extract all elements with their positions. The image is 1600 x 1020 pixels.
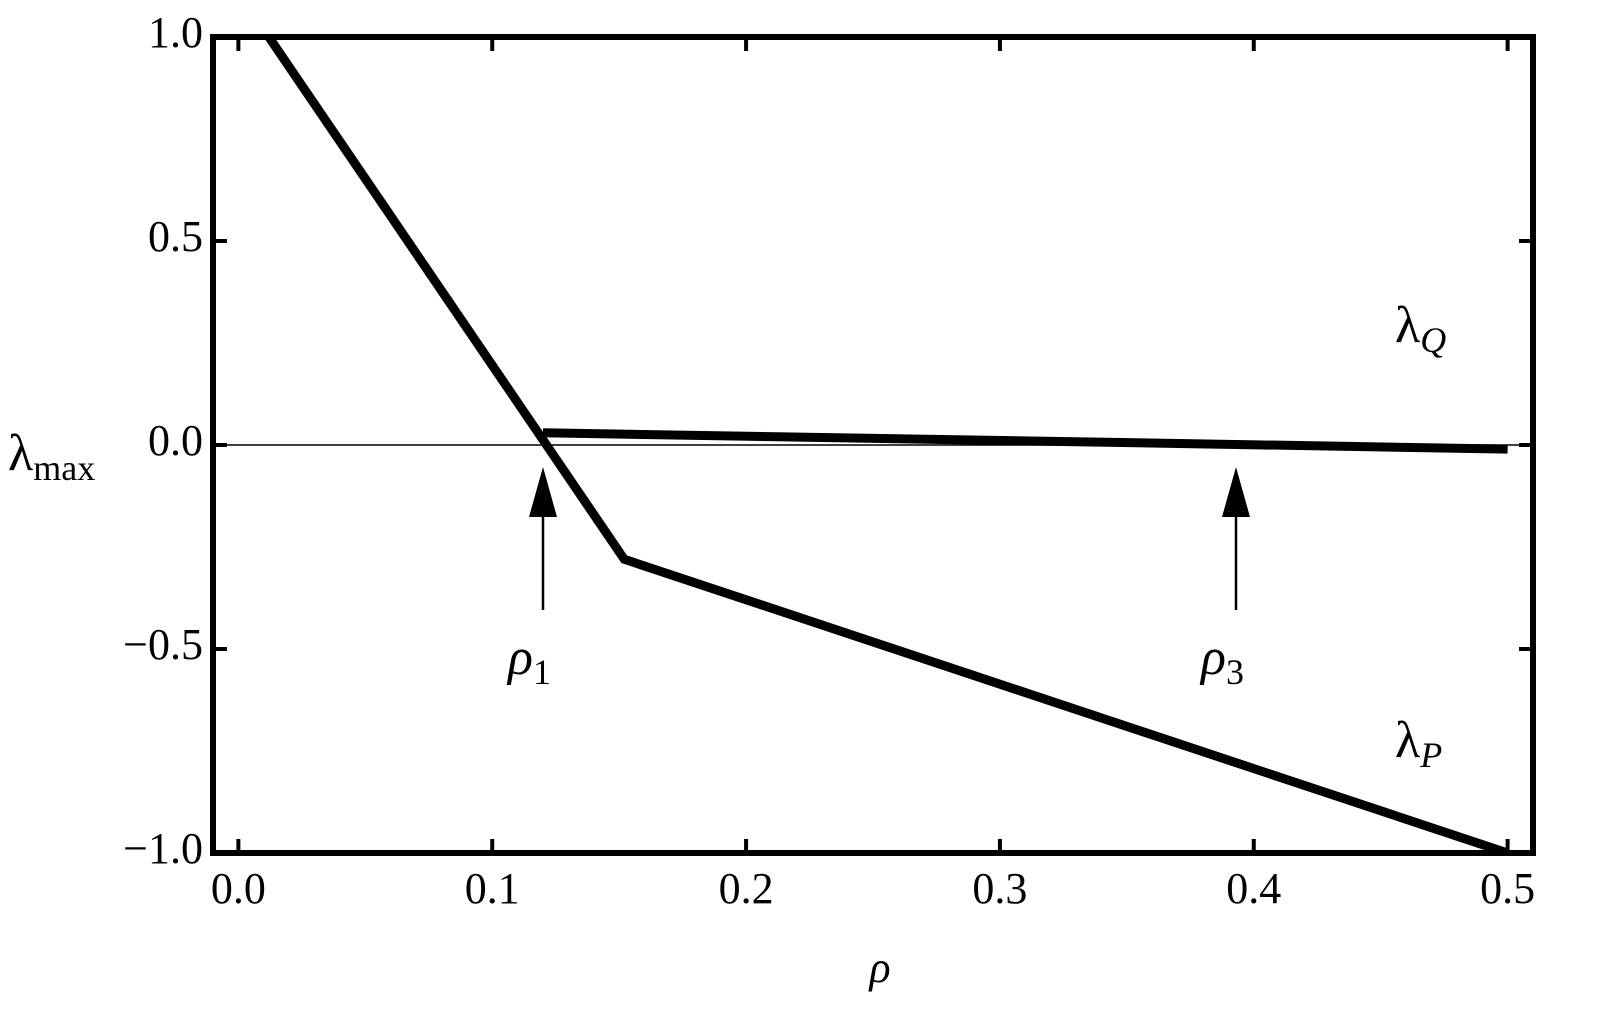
y-tick-label: −1.0 — [123, 824, 203, 873]
y-axis-label-main: λ — [8, 425, 33, 482]
series-label-sub: Q — [1420, 320, 1446, 360]
y-axis-label: λmax — [8, 425, 95, 488]
annotation-label-sub: 3 — [1226, 652, 1244, 692]
x-tick-label: 0.4 — [1226, 864, 1281, 913]
series-label-main: λ — [1395, 297, 1420, 354]
x-tick-label: 0.5 — [1480, 864, 1535, 913]
series-label: λQ — [1395, 297, 1446, 360]
series-label-sub: P — [1419, 735, 1442, 775]
x-tick-label: 0.0 — [211, 864, 266, 913]
x-tick-label: 0.3 — [972, 864, 1027, 913]
annotation-label: ρ3 — [1199, 629, 1244, 692]
arrow-head — [529, 467, 557, 517]
annotation-label-main: ρ — [506, 629, 533, 686]
arrow-head — [1222, 467, 1250, 517]
y-tick-label: −0.5 — [123, 620, 203, 669]
line-series — [265, 37, 1510, 853]
series-label: λP — [1395, 712, 1442, 775]
plot-frame — [210, 34, 1536, 856]
x-tick-label: 0.1 — [465, 864, 520, 913]
annotation-label: ρ1 — [506, 629, 551, 692]
x-axis-label: ρ — [867, 943, 890, 992]
y-tick-label: 1.0 — [148, 8, 203, 57]
y-tick-label: 0.5 — [148, 212, 203, 261]
x-tick-label: 0.2 — [719, 864, 774, 913]
annotation-label-sub: 1 — [533, 652, 551, 692]
line-series — [542, 428, 1508, 454]
series-label-main: λ — [1395, 712, 1420, 769]
y-tick-label: 0.0 — [148, 416, 203, 465]
y-axis-label-sub: max — [33, 448, 95, 488]
annotation-label-main: ρ — [1199, 629, 1226, 686]
